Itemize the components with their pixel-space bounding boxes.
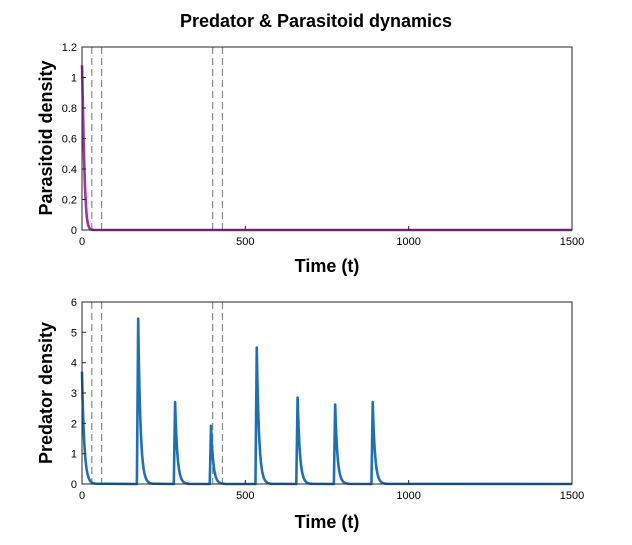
predator-ytick-label: 5 bbox=[71, 327, 77, 339]
predator-series-line bbox=[80, 317, 573, 486]
parasitoid-xtick-label: 1000 bbox=[396, 236, 420, 248]
parasitoid-ytick-label: 0.6 bbox=[62, 134, 77, 146]
predator-xtick-label: 0 bbox=[79, 490, 85, 502]
figure-title: Predator & Parasitoid dynamics bbox=[180, 11, 452, 31]
predator-ytick-label: 0 bbox=[71, 479, 77, 491]
parasitoid-xlabel: Time (t) bbox=[295, 256, 360, 276]
predator-ytick-label: 4 bbox=[71, 358, 77, 370]
parasitoid-ylabel: Parasitoid density bbox=[36, 60, 56, 215]
predator-xlabel: Time (t) bbox=[295, 512, 360, 532]
predator-ytick-label: 2 bbox=[71, 418, 77, 430]
predator-ylabel: Predator density bbox=[36, 322, 56, 464]
predator-xtick-label: 1500 bbox=[560, 490, 584, 502]
predator-plot-area bbox=[82, 302, 572, 484]
predator-xtick-label: 1000 bbox=[396, 490, 420, 502]
parasitoid-axes: 0 500 1000 1500 0 0.2 0.4 0.6 0.8 1 1.2 Time (t) P… bbox=[36, 42, 584, 276]
predator-axes: 0 500 1000 1500 0 1 2 3 4 5 6 Time (t) Predator de… bbox=[36, 297, 584, 532]
parasitoid-xtick-label: 0 bbox=[79, 236, 85, 248]
parasitoid-ytick-label: 0.8 bbox=[62, 103, 77, 115]
parasitoid-ytick-label: 0.2 bbox=[62, 195, 77, 207]
parasitoid-ytick-label: 1 bbox=[71, 73, 77, 85]
parasitoid-ytick-label: 1.2 bbox=[62, 42, 77, 54]
predator-ytick-label: 3 bbox=[71, 388, 77, 400]
predator-ytick-label: 1 bbox=[71, 449, 77, 461]
predator-xtick-label: 500 bbox=[236, 490, 254, 502]
parasitoid-plot-area bbox=[82, 47, 572, 230]
parasitoid-ytick-label: 0 bbox=[71, 225, 77, 237]
parasitoid-xtick-label: 500 bbox=[236, 236, 254, 248]
parasitoid-ytick-label: 0.4 bbox=[62, 164, 77, 176]
predator-ytick-label: 6 bbox=[71, 297, 77, 309]
parasitoid-xtick-label: 1500 bbox=[560, 236, 584, 248]
